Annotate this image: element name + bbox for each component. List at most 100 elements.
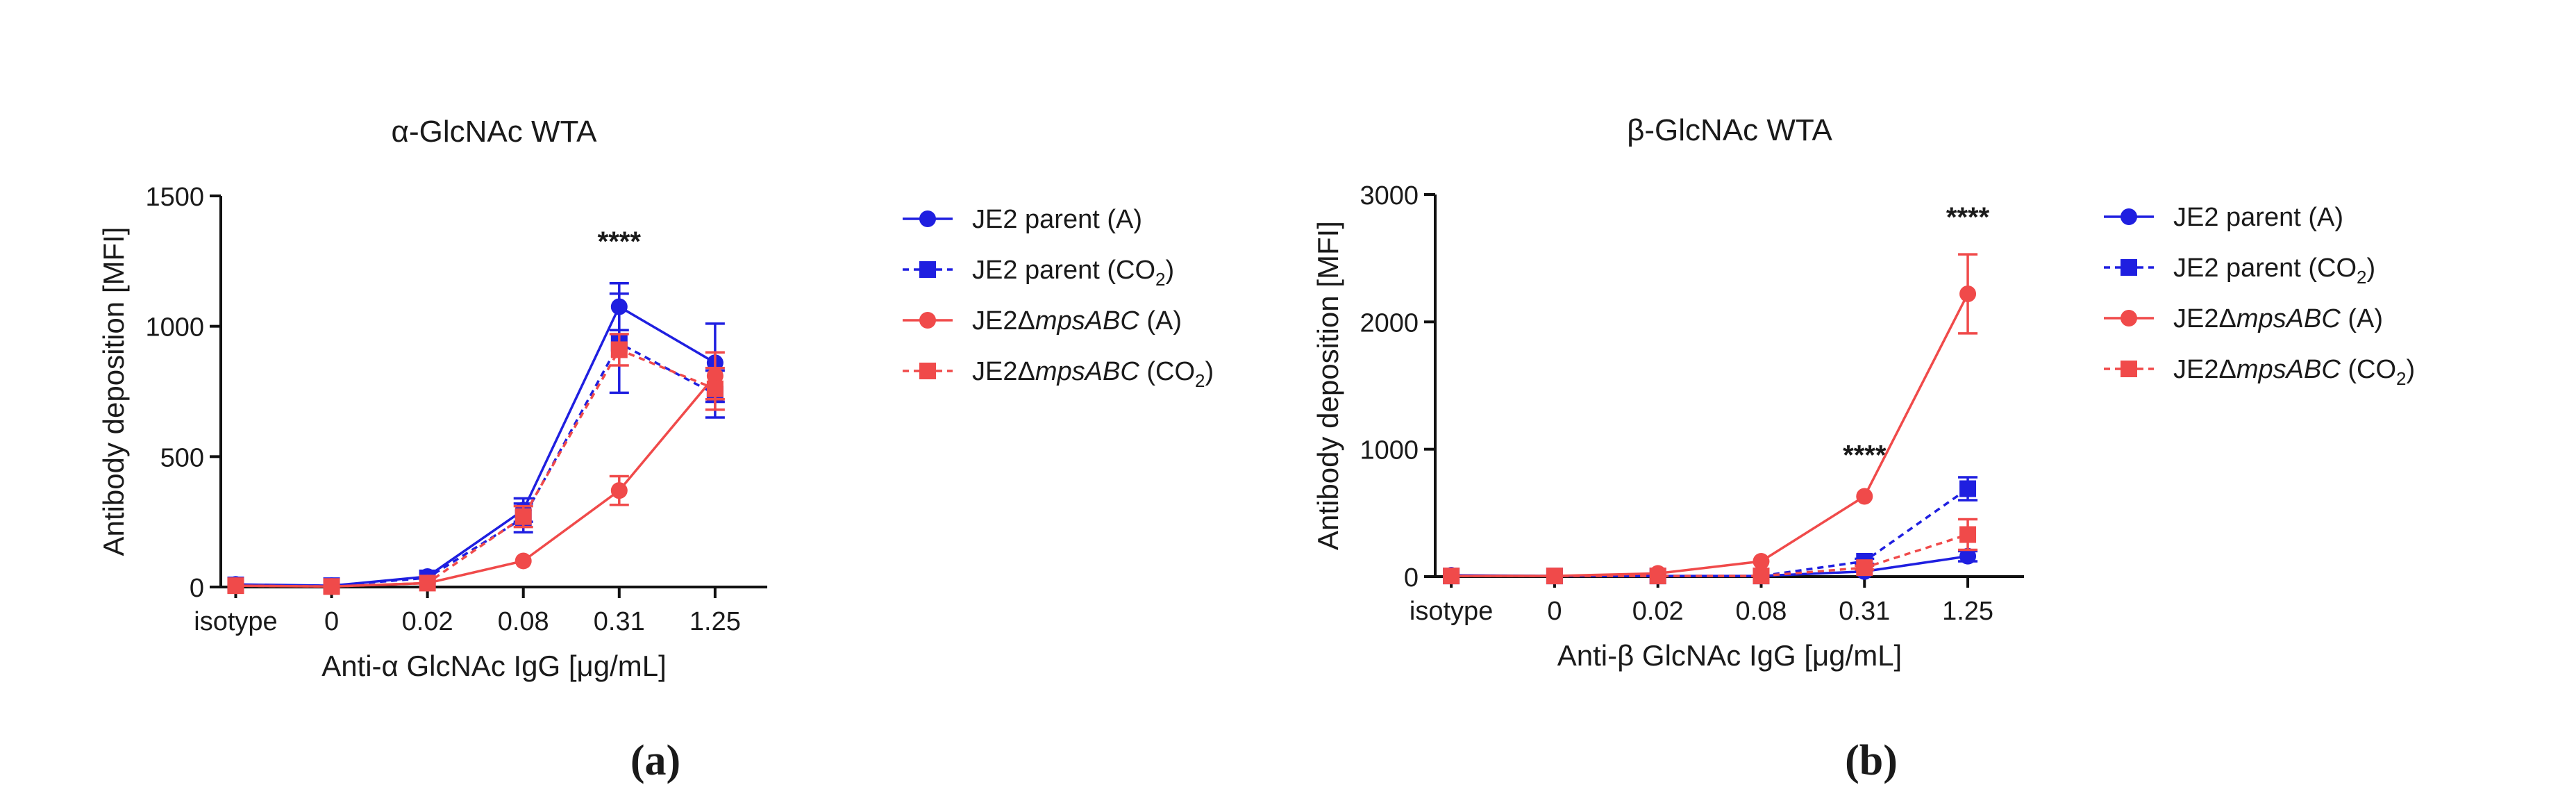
- series-2: [1443, 253, 1978, 585]
- legend-label-main: JE2Δ: [2173, 355, 2236, 384]
- y-tick-label: 3000: [1360, 181, 1419, 210]
- legend-marker: [919, 363, 936, 379]
- y-tick-label: 0: [190, 574, 204, 603]
- y-tick-label: 2000: [1360, 308, 1419, 338]
- legend-label-tail: ): [1165, 256, 1174, 285]
- panel-label: (a): [630, 737, 680, 784]
- panel-label: (b): [1845, 737, 1898, 784]
- series-line: [1451, 554, 1968, 577]
- legend-marker: [2121, 361, 2137, 377]
- x-tick-label: 0.31: [594, 607, 645, 636]
- data-point: [515, 508, 532, 525]
- legend-label-main: JE2Δ: [972, 306, 1035, 336]
- chart-title: α-GlcNAc WTA: [392, 115, 598, 149]
- data-point: [1959, 480, 1977, 497]
- significance-annotation: ****: [1946, 202, 1990, 233]
- legend-label-tail: (CO: [2341, 355, 2396, 384]
- legend-entry: JE2 parent (A): [2104, 203, 2343, 232]
- legend-label-italic: mpsABC: [1035, 357, 1139, 386]
- legend-entry: JE2 parent (CO2): [903, 256, 1174, 290]
- x-tick-label: 1.25: [689, 607, 741, 636]
- significance-annotation: ****: [1843, 440, 1887, 471]
- series-3: [227, 333, 725, 595]
- data-point: [1753, 553, 1770, 570]
- legend-entry: JE2ΔmpsABC (CO2): [2104, 355, 2415, 389]
- legend-label-main: JE2Δ: [2173, 304, 2236, 333]
- legend-marker: [2121, 208, 2137, 225]
- legend-marker: [919, 312, 936, 329]
- x-tick-label: 0.02: [402, 607, 453, 636]
- legend-label-tail: ): [2366, 254, 2375, 283]
- legend-label-main: JE2 parent (A): [2173, 203, 2343, 232]
- legend-entry: JE2 parent (CO2): [2104, 254, 2375, 288]
- data-point: [1649, 568, 1666, 585]
- data-point: [706, 380, 724, 397]
- series-line: [1451, 533, 1968, 577]
- x-axis-label: Anti-β GlcNAc IgG [μg/mL]: [1557, 639, 1902, 672]
- legend-label: JE2ΔmpsABC (CO2): [2173, 355, 2415, 389]
- legend-marker: [919, 261, 936, 278]
- data-point: [1753, 568, 1770, 585]
- y-tick-label: 0: [1404, 563, 1419, 593]
- legend-label-tail2: ): [1205, 357, 1214, 386]
- x-tick-label: 0: [324, 607, 339, 636]
- legend-label-main: JE2Δ: [972, 357, 1035, 386]
- series-2: [227, 351, 725, 595]
- legend-label-tail: (A): [2341, 304, 2383, 333]
- legend-entry: JE2ΔmpsABC (CO2): [903, 357, 1214, 391]
- legend-label-tail2: ): [2406, 355, 2415, 384]
- data-point: [323, 578, 340, 595]
- series-line: [1451, 293, 1969, 577]
- panel-b-chart: β-GlcNAc WTA 0 1000 2000 3000 isotype 0 0.02 0.0…: [1312, 113, 2415, 784]
- legend-label-italic: mpsABC: [2236, 355, 2341, 384]
- y-tick-label: 1000: [1360, 436, 1419, 465]
- legend-label-main: JE2 parent (CO: [2173, 254, 2357, 283]
- legend-label-main: JE2 parent (A): [972, 205, 1142, 234]
- x-tick-label: 1.25: [1942, 597, 1993, 626]
- legend-label-subscript: 2: [1155, 269, 1165, 290]
- data-point: [610, 482, 628, 499]
- x-tick-label: 0.02: [1632, 597, 1684, 626]
- legend-label: JE2ΔmpsABC (A): [2173, 304, 2383, 333]
- y-axis-label: Antibody deposition [MFI]: [97, 227, 130, 556]
- data-point: [1856, 559, 1873, 577]
- data-point: [1856, 488, 1873, 505]
- legend-label: JE2ΔmpsABC (A): [972, 306, 1182, 336]
- legend-label-italic: mpsABC: [1035, 306, 1139, 336]
- legend-label: JE2 parent (A): [972, 205, 1142, 234]
- data-point: [610, 341, 628, 358]
- x-tick-label: isotype: [1410, 597, 1493, 626]
- panel-a-chart: α-GlcNAc WTA 0 500 1000 1500 isotype 0 0.02 0.08…: [97, 115, 1214, 784]
- data-point: [227, 577, 244, 595]
- y-tick-label: 500: [160, 443, 204, 472]
- data-point: [1959, 526, 1977, 543]
- legend-marker: [2121, 259, 2137, 276]
- legend-label: JE2 parent (A): [2173, 203, 2343, 232]
- legend-label-subscript: 2: [1195, 370, 1205, 391]
- data-point: [515, 552, 532, 570]
- x-tick-label: 0: [1547, 597, 1562, 626]
- significance-annotation: ****: [598, 226, 642, 257]
- legend-label-subscript: 2: [2396, 368, 2406, 389]
- legend-label-tail: (CO: [1139, 357, 1195, 386]
- data-point: [1443, 568, 1460, 585]
- chart-title: β-GlcNAc WTA: [1627, 113, 1832, 147]
- x-tick-label: isotype: [194, 607, 277, 636]
- series-1: [227, 292, 725, 595]
- legend-label-italic: mpsABC: [2236, 304, 2341, 333]
- x-tick-label: 0.08: [498, 607, 549, 636]
- legend-entry: JE2ΔmpsABC (A): [903, 306, 1182, 336]
- legend-label: JE2 parent (CO2): [972, 256, 1174, 290]
- data-point: [1959, 286, 1977, 302]
- x-tick-label: 0.08: [1735, 597, 1787, 626]
- series-line: [1451, 488, 1969, 577]
- y-tick-label: 1000: [145, 313, 204, 342]
- legend-marker: [2121, 310, 2137, 327]
- legend-label-subscript: 2: [2357, 267, 2366, 288]
- y-tick-label: 1500: [145, 183, 204, 212]
- series-line: [235, 305, 716, 587]
- data-point: [1546, 568, 1563, 585]
- legend-entry: JE2 parent (A): [903, 205, 1142, 234]
- data-point: [419, 575, 436, 592]
